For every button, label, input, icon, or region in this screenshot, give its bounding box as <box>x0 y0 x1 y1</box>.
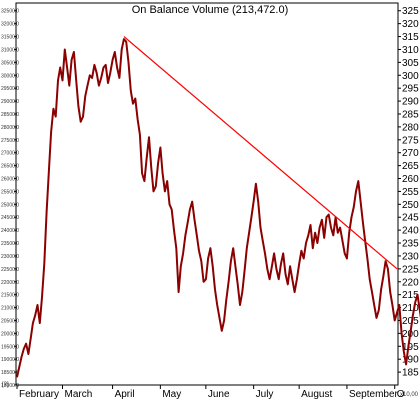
left-tick-label: 26000.0 <box>1 177 19 183</box>
right-tick-label: 305 <box>402 58 419 69</box>
left-tick-label: 19000.0 <box>1 357 19 363</box>
left-tick-label: 32000.0 <box>1 22 19 28</box>
left-tick-label: 31000.0 <box>1 47 19 53</box>
x-tick-label: July <box>256 389 274 400</box>
right-tick-label: 245 <box>402 213 419 224</box>
left-tick-label: 30500.0 <box>1 60 19 66</box>
x-tick-label: June <box>208 389 230 400</box>
left-tick-label: 23500.0 <box>1 241 19 247</box>
left-tick-label: 28000.0 <box>1 125 19 131</box>
left-unit-label: [?] <box>2 382 9 388</box>
left-tick-label: 27500.0 <box>1 138 19 144</box>
right-tick-label: 240 <box>402 226 419 237</box>
x-tick-label: August <box>301 389 332 400</box>
left-tick-label: 22500.0 <box>1 267 19 273</box>
left-tick-label: 22000.0 <box>1 280 19 286</box>
right-tick-label: 250 <box>402 200 419 211</box>
trendline <box>123 36 398 270</box>
right-tick-label: 310 <box>402 45 419 56</box>
right-tick-label: 290 <box>402 97 419 108</box>
obv-series-line <box>16 38 420 378</box>
left-tick-label: 18500.0 <box>1 370 19 376</box>
x-tick-label: September <box>349 389 399 400</box>
x-tick-label: O <box>397 389 405 400</box>
right-tick-label: 260 <box>402 174 419 185</box>
left-axis: 18000.0 18500.0 19000.0 19500.0 20000.0 20500… <box>1 9 19 389</box>
right-tick-label: 315 <box>402 32 419 43</box>
x-tick-label: February <box>19 389 59 400</box>
right-tick-label: 320 <box>402 19 419 30</box>
left-tick-label: 19500.0 <box>1 344 19 350</box>
right-tick-label: 215 <box>402 290 419 301</box>
x-tick-label: May <box>162 389 181 400</box>
left-tick-label: 26500.0 <box>1 164 19 170</box>
right-tick-label: 195 <box>402 342 419 353</box>
left-tick-label: 21500.0 <box>1 293 19 299</box>
left-tick-label: 20000.0 <box>1 331 19 337</box>
left-tick-label: 27000.0 <box>1 151 19 157</box>
right-tick-label: 225 <box>402 264 419 275</box>
right-tick-label: 265 <box>402 161 419 172</box>
left-tick-label: 21000.0 <box>1 306 19 312</box>
x-tick-label: March <box>65 389 93 400</box>
right-tick-label: 285 <box>402 109 419 120</box>
left-tick-label: 24000.0 <box>1 228 19 234</box>
chart-title: On Balance Volume (213,472.0) <box>132 4 289 16</box>
plot-frame <box>15 2 399 386</box>
right-tick-label: 235 <box>402 239 419 250</box>
left-tick-label: 25500.0 <box>1 189 19 195</box>
left-tick-label: 25000.0 <box>1 202 19 208</box>
left-tick-label: 29500.0 <box>1 86 19 92</box>
left-tick-label: 32500.0 <box>1 9 19 15</box>
right-tick-label: 205 <box>402 316 419 327</box>
left-tick-label: 23000.0 <box>1 254 19 260</box>
left-tick-label: 31500.0 <box>1 35 19 41</box>
right-tick-label: 190 <box>402 355 419 366</box>
left-tick-label: 24500.0 <box>1 215 19 221</box>
right-tick-label: 270 <box>402 148 419 159</box>
right-tick-label: 185 <box>402 368 419 379</box>
plot-area <box>15 2 420 386</box>
right-tick-label: 280 <box>402 122 419 133</box>
right-tick-label: 300 <box>402 71 419 82</box>
right-tick-label: 220 <box>402 277 419 288</box>
x-tick-label: April <box>115 389 135 400</box>
left-tick-label: 20500.0 <box>1 318 19 324</box>
right-tick-label: 275 <box>402 135 419 146</box>
right-tick-label: 210 <box>402 303 419 314</box>
right-tick-label: 255 <box>402 187 419 198</box>
right-tick-label: 295 <box>402 84 419 95</box>
right-tick-label: 230 <box>402 251 419 262</box>
left-tick-label: 18000.0 <box>1 383 19 389</box>
x-axis: February March April May June July August Septe… <box>16 385 405 400</box>
right-tick-label: 325 <box>402 6 419 17</box>
left-tick-label: 29000.0 <box>1 99 19 105</box>
right-unit-label: x10,00 <box>400 392 419 398</box>
left-tick-label: 30000.0 <box>1 73 19 79</box>
left-tick-label: 28500.0 <box>1 112 19 118</box>
